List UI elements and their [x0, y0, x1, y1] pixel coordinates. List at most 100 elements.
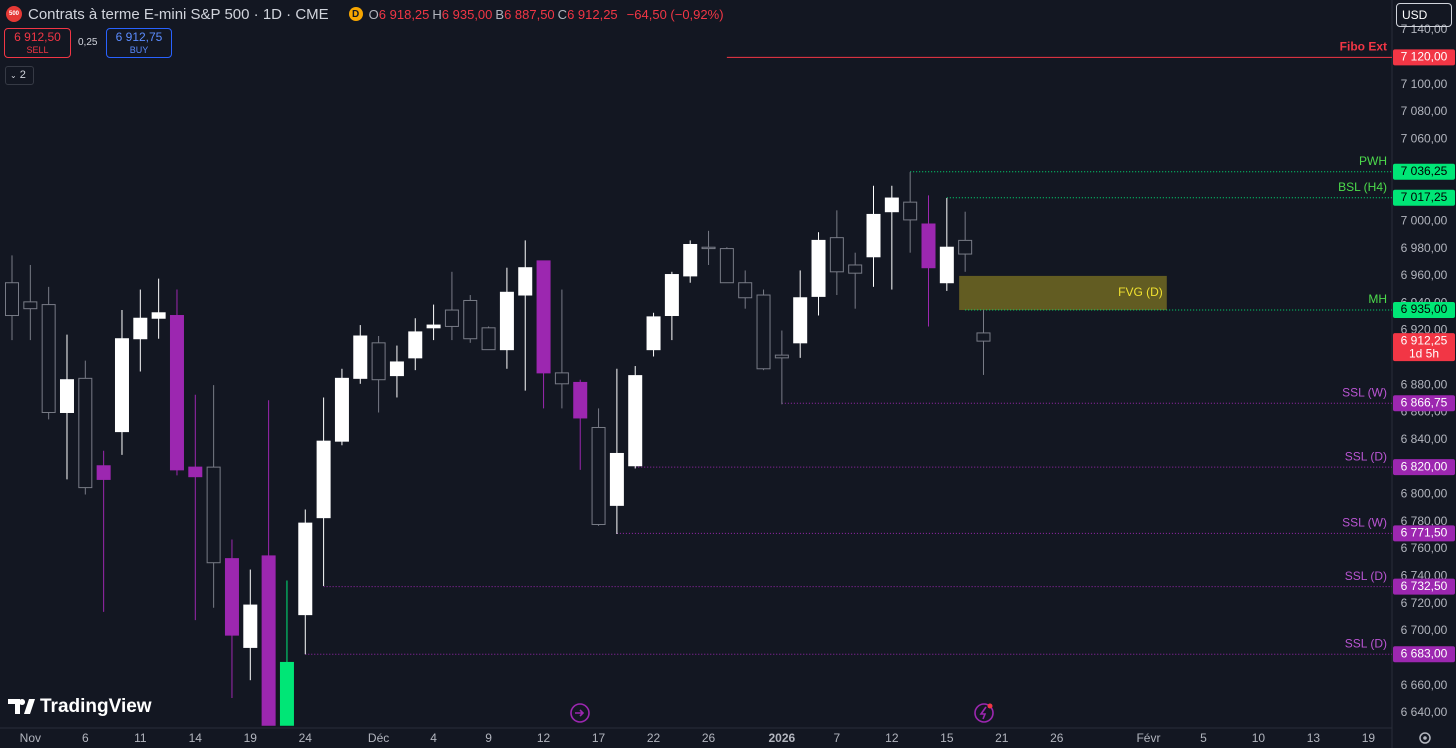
- candle-body: [518, 267, 533, 296]
- x-tick-label: Févr: [1136, 731, 1160, 745]
- candle-body: [939, 246, 954, 284]
- sell-price: 6 912,50: [14, 30, 61, 44]
- settings-icon[interactable]: [1419, 732, 1431, 744]
- x-tick-label: 13: [1307, 731, 1321, 745]
- price-tag: [1393, 646, 1455, 663]
- candle-body: [463, 299, 478, 340]
- y-tick-label: 7 080,00: [1401, 104, 1448, 118]
- candle-body: [408, 331, 423, 359]
- y-tick-label: 6 980,00: [1401, 241, 1448, 255]
- level-name: Fibo Ext: [1340, 40, 1387, 54]
- last-price-tag: [1393, 333, 1455, 362]
- ohlc-key: B: [495, 6, 505, 22]
- candle-body: [23, 301, 38, 310]
- price-tag: [1393, 302, 1455, 319]
- x-tick-label: 4: [430, 731, 437, 745]
- price-tag-label: 6 866,75: [1401, 395, 1448, 409]
- currency-select[interactable]: USD: [1396, 3, 1452, 27]
- candle-body: [976, 332, 991, 342]
- price-tag-label: 7 120,00: [1401, 50, 1448, 64]
- y-tick-label: 7 000,00: [1401, 213, 1448, 227]
- y-tick-label: 7 140,00: [1401, 22, 1448, 36]
- ohlc-value: 6 887,50: [504, 6, 555, 22]
- candle-body: [59, 379, 74, 413]
- y-tick-label: 6 760,00: [1401, 541, 1448, 555]
- candle-body: [481, 327, 496, 351]
- y-tick-label: 6 800,00: [1401, 487, 1448, 501]
- ohlc-value: 6 935,00: [441, 6, 493, 22]
- candle-body: [701, 246, 716, 250]
- price-tag: [1393, 49, 1455, 66]
- y-tick-label: 7 100,00: [1401, 77, 1448, 91]
- candle-body: [664, 274, 679, 317]
- candle-body: [719, 248, 734, 284]
- candle-body: [426, 324, 441, 329]
- candle-body: [848, 264, 863, 274]
- level-name: SSL (D): [1345, 636, 1387, 650]
- price-tag: [1393, 163, 1455, 180]
- plot-area: FVG (D): [5, 56, 1392, 726]
- candle-body: [628, 375, 643, 467]
- alert-icon[interactable]: [974, 703, 994, 723]
- price-tag: [1393, 578, 1455, 595]
- x-tick-label: 22: [647, 731, 661, 745]
- candle-body: [224, 558, 239, 636]
- candle-body: [78, 377, 93, 489]
- symbol-badge: 500: [6, 6, 22, 22]
- candle-body: [866, 213, 881, 258]
- x-tick-label: 10: [1252, 731, 1266, 745]
- candle-body: [151, 312, 166, 319]
- sell-label: SELL: [26, 45, 49, 55]
- candle-body: [316, 440, 331, 519]
- buy-button[interactable]: 6 912,75 BUY: [106, 28, 172, 58]
- candle-body: [793, 297, 808, 344]
- ohlc: O6 918,25 H6 935,00 B6 887,50 C6 912,25: [369, 7, 621, 22]
- level-name: SSL (D): [1345, 569, 1387, 583]
- x-tick-label: 7: [834, 731, 841, 745]
- flag: D: [348, 7, 363, 21]
- price-tag-label: 7 036,25: [1401, 164, 1448, 178]
- x-tick-label: 26: [1050, 731, 1064, 745]
- x-tick-label: 12: [885, 731, 899, 745]
- level-name: SSL (W): [1342, 516, 1387, 530]
- indicators-toggle[interactable]: ⌄ 2: [5, 66, 34, 85]
- logo: TradingView: [8, 696, 152, 717]
- x-tick-label: 24: [299, 731, 313, 745]
- candle-body: [5, 282, 19, 317]
- y-tick-label: 6 780,00: [1401, 514, 1448, 528]
- change: −64,50 (−0,92%): [626, 6, 724, 22]
- y-tick-label: 6 840,00: [1401, 432, 1448, 446]
- brand: TradingView: [40, 696, 152, 717]
- ohlc-value: 6 918,25: [378, 6, 430, 22]
- candle-body: [261, 555, 276, 726]
- y-tick-label: 6 960,00: [1401, 268, 1448, 282]
- ohlc-key: C: [557, 6, 568, 22]
- candle-body: [499, 291, 514, 351]
- candle-body: [921, 223, 936, 269]
- candle-body: [609, 452, 624, 506]
- replay-icon[interactable]: [570, 703, 590, 723]
- candle-body: [114, 338, 129, 433]
- ohlc-key: H: [432, 6, 442, 22]
- y-tick-label: 6 880,00: [1401, 377, 1448, 391]
- price-tag: [1393, 459, 1455, 476]
- x-tick-label: 21: [995, 731, 1009, 745]
- candle-body: [334, 377, 349, 442]
- candle-body: [243, 604, 258, 648]
- x-tick-label: 26: [702, 731, 716, 745]
- x-tick-label: Déc: [368, 731, 389, 745]
- y-tick-label: 6 640,00: [1401, 705, 1448, 719]
- candle-body: [811, 239, 826, 297]
- y-tick-label: 6 660,00: [1401, 678, 1448, 692]
- price-tag-label: 6 820,00: [1401, 459, 1448, 473]
- x-tick-label: 14: [189, 731, 203, 745]
- price-tag-label: 6 732,50: [1401, 579, 1448, 593]
- price-tag: [1393, 189, 1455, 206]
- x-tick-label: 12: [537, 731, 551, 745]
- candle-body: [573, 381, 588, 419]
- ohlc-key: O: [368, 6, 379, 22]
- sell-button[interactable]: 6 912,50 SELL: [4, 28, 71, 58]
- x-tick-label: 19: [244, 731, 258, 745]
- fvg-label: FVG (D): [1118, 285, 1163, 299]
